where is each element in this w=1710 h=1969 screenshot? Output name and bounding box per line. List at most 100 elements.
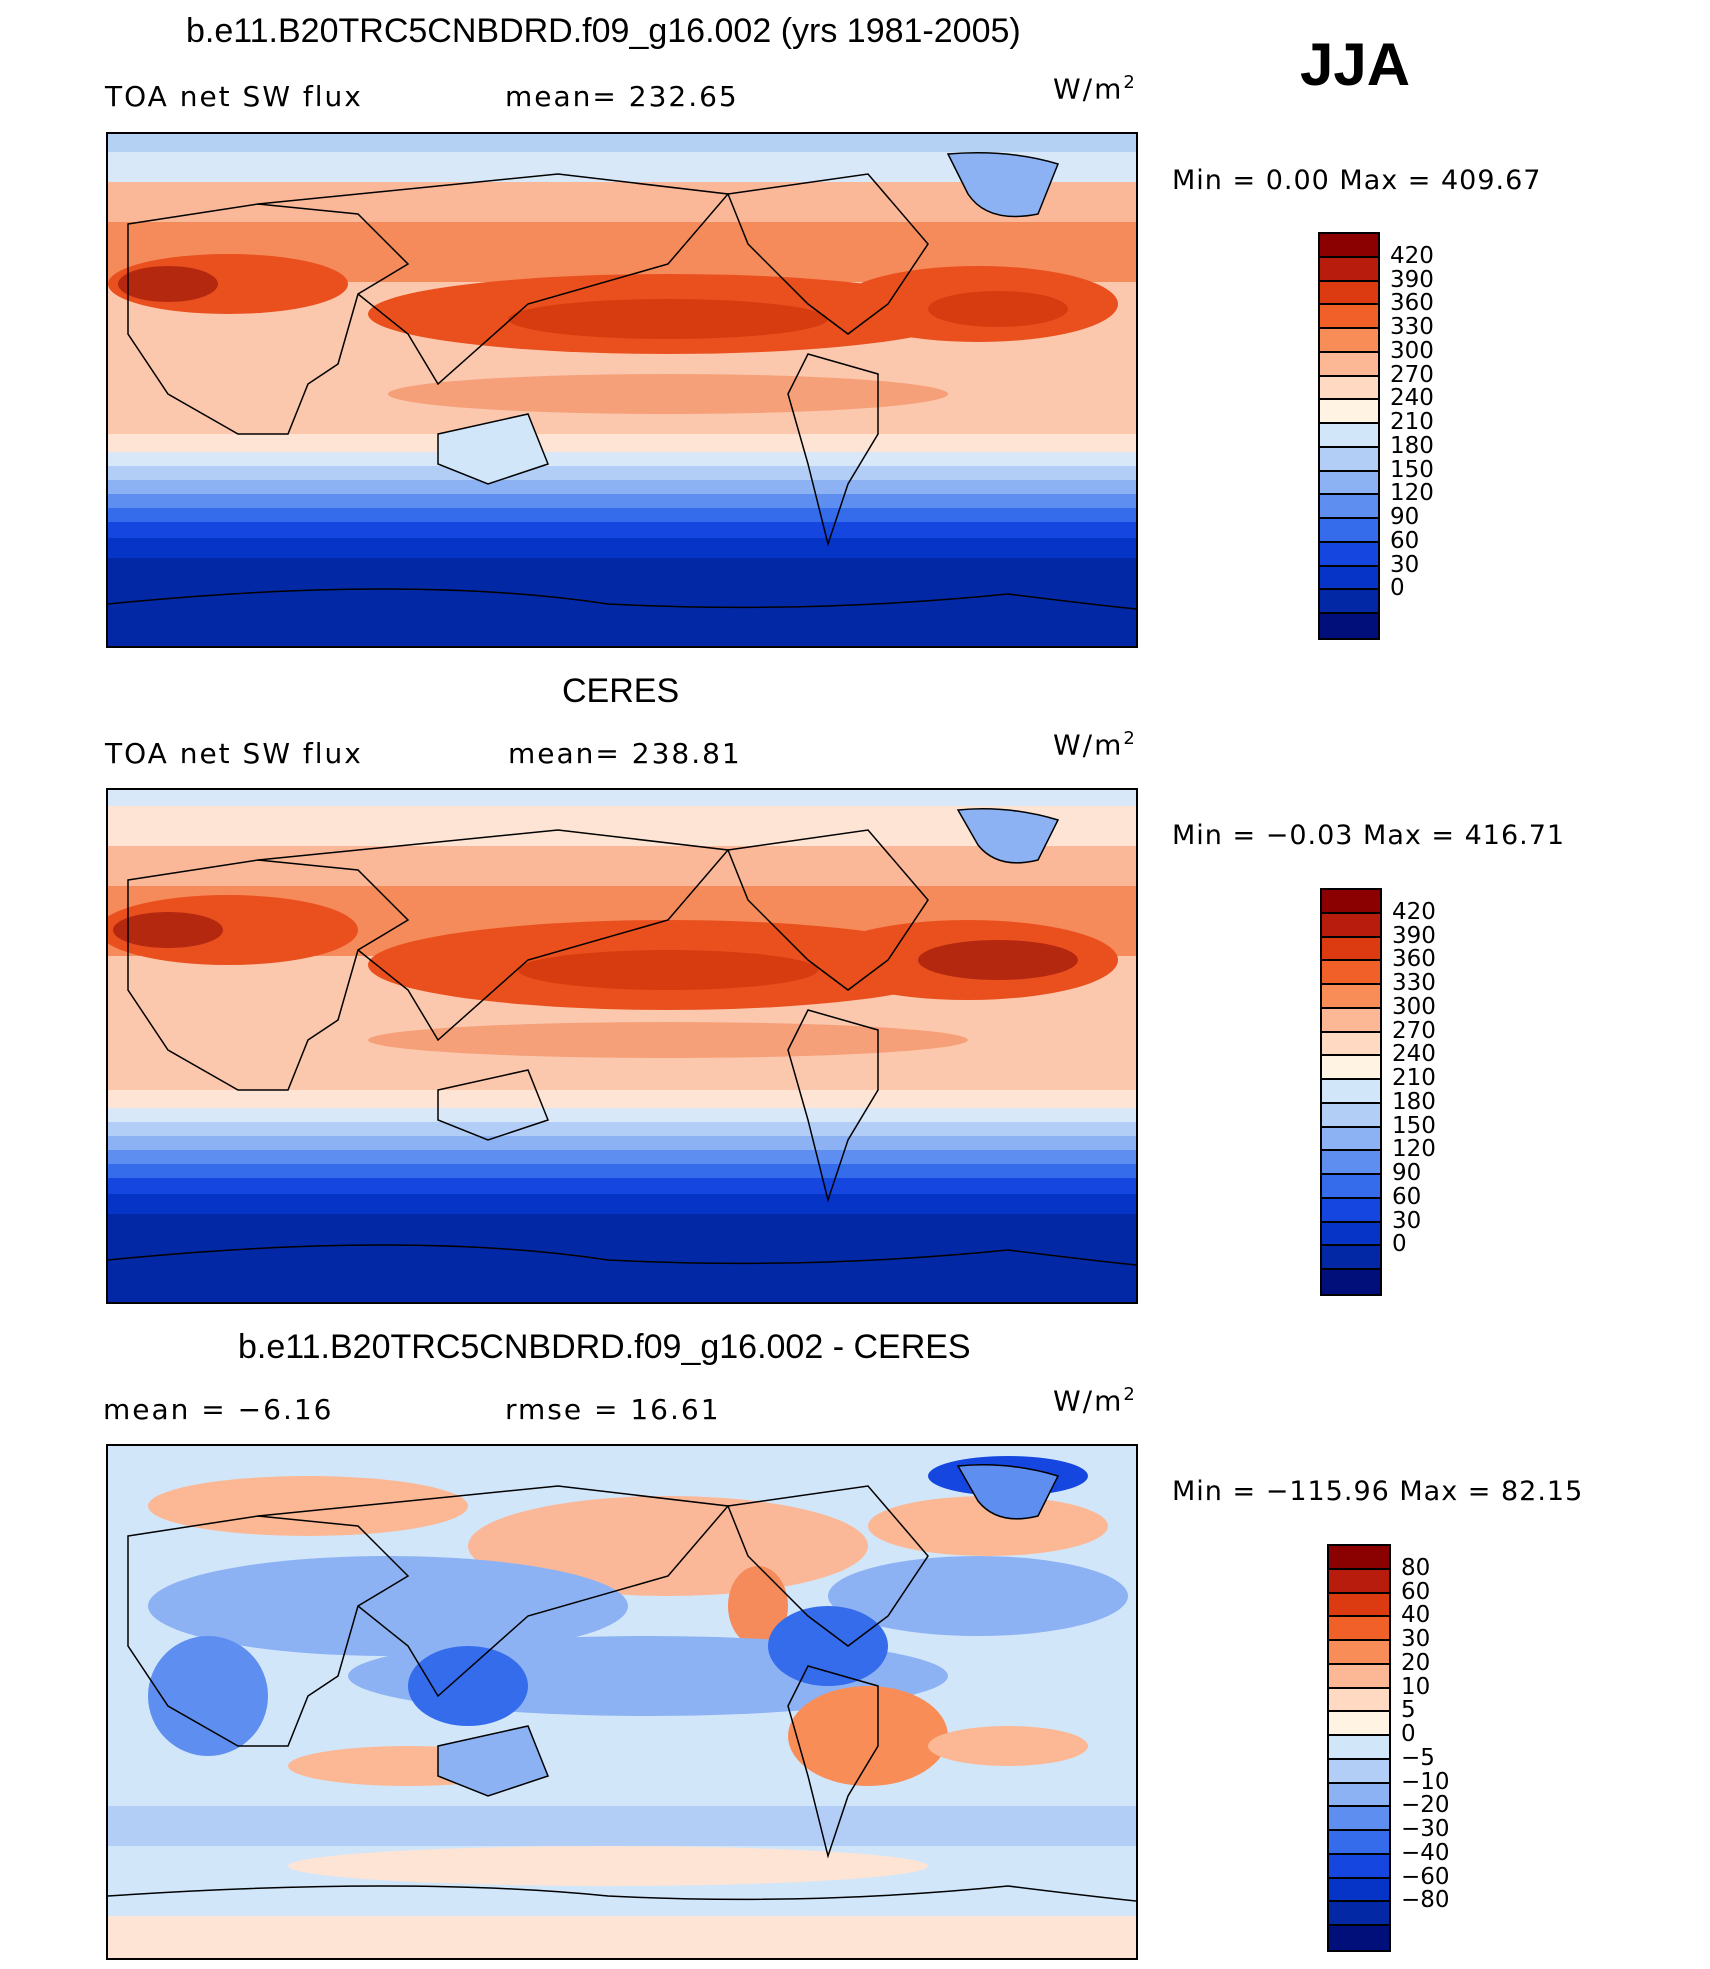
colorbar-swatch xyxy=(1329,1736,1389,1760)
colorbar-swatch xyxy=(1322,1151,1380,1176)
panel-1-unit: W/m2 xyxy=(1053,72,1135,106)
colorbar-swatch xyxy=(1322,1008,1380,1033)
colorbar-swatch xyxy=(1320,257,1378,282)
colorbar-swatch xyxy=(1329,1926,1389,1950)
colorbar-tick-label: 390 xyxy=(1390,266,1434,293)
colorbar-swatch xyxy=(1322,1056,1380,1081)
panel-3-mean-label: mean = −6.16 xyxy=(103,1393,334,1426)
colorbar-tick-label: 390 xyxy=(1392,922,1436,949)
colorbar-tick-label: 420 xyxy=(1390,242,1434,269)
colorbar-swatch xyxy=(1329,1807,1389,1832)
panel-2-map-svg xyxy=(108,790,1136,1302)
panel-2-map xyxy=(106,788,1138,1304)
colorbar-swatch xyxy=(1322,1127,1380,1152)
colorbar-swatch xyxy=(1329,1759,1389,1784)
colorbar-tick-label: 270 xyxy=(1390,361,1434,388)
colorbar-tick-label: 0 xyxy=(1401,1721,1416,1748)
colorbar-tick-label: 150 xyxy=(1390,456,1434,483)
colorbar-tick-label: 90 xyxy=(1392,1160,1422,1187)
panel-2-variable-label: TOA net SW flux xyxy=(105,737,363,770)
season-label: JJA xyxy=(1300,31,1411,98)
panel-3-map xyxy=(106,1444,1138,1960)
colorbar-tick-label: 210 xyxy=(1392,1065,1436,1092)
panel-1-minmax: Min = 0.00 Max = 409.67 xyxy=(1172,165,1542,196)
colorbar-tick-label: 330 xyxy=(1390,314,1434,341)
panel-3-title: b.e11.B20TRC5CNBDRD.f09_g16.002 - CERES xyxy=(238,1328,971,1366)
panel-2-mean-label: mean= 238.81 xyxy=(508,737,742,770)
colorbar-tick-label: 30 xyxy=(1392,1207,1422,1234)
colorbar-swatch xyxy=(1329,1878,1389,1903)
colorbar-tick-label: 300 xyxy=(1392,993,1436,1020)
colorbar-swatch xyxy=(1322,1270,1380,1294)
colorbar-tick-label: 120 xyxy=(1390,480,1434,507)
colorbar-swatch xyxy=(1320,281,1378,306)
colorbar-tick-label: 270 xyxy=(1392,1017,1436,1044)
colorbar-swatch xyxy=(1322,1198,1380,1223)
panel-1-colorbar xyxy=(1318,232,1380,640)
colorbar-swatch xyxy=(1320,329,1378,353)
colorbar-swatch xyxy=(1320,400,1378,425)
colorbar-swatch xyxy=(1320,542,1378,567)
colorbar-tick-label: −30 xyxy=(1401,1816,1450,1843)
colorbar-swatch xyxy=(1322,1175,1380,1199)
colorbar-tick-label: 300 xyxy=(1390,337,1434,364)
colorbar-tick-label: 240 xyxy=(1390,385,1434,412)
colorbar-swatch xyxy=(1322,890,1380,914)
panel-3-map-svg xyxy=(108,1446,1136,1958)
colorbar-swatch xyxy=(1329,1902,1389,1927)
colorbar-swatch xyxy=(1322,1032,1380,1057)
colorbar-tick-label: 330 xyxy=(1392,970,1436,997)
colorbar-swatch xyxy=(1329,1569,1389,1594)
colorbar-tick-label: 360 xyxy=(1392,946,1436,973)
colorbar-swatch xyxy=(1320,614,1378,638)
colorbar-swatch xyxy=(1322,1080,1380,1104)
colorbar-swatch xyxy=(1329,1664,1389,1689)
panel-1-mean-label: mean= 232.65 xyxy=(505,80,739,113)
colorbar-swatch xyxy=(1329,1831,1389,1855)
colorbar-tick-label: −20 xyxy=(1401,1792,1450,1819)
colorbar-swatch xyxy=(1329,1593,1389,1618)
panel-2-colorbar xyxy=(1320,888,1382,1296)
colorbar-tick-label: 40 xyxy=(1401,1602,1431,1629)
colorbar-tick-label: 10 xyxy=(1401,1673,1431,1700)
colorbar-swatch xyxy=(1322,1222,1380,1247)
colorbar-swatch xyxy=(1329,1712,1389,1737)
colorbar-tick-label: 420 xyxy=(1392,898,1436,925)
colorbar-swatch xyxy=(1322,985,1380,1009)
colorbar-swatch xyxy=(1322,937,1380,962)
colorbar-swatch xyxy=(1320,495,1378,520)
colorbar-swatch xyxy=(1320,566,1378,591)
colorbar-tick-label: −80 xyxy=(1401,1887,1450,1914)
panel-2-minmax: Min = −0.03 Max = 416.71 xyxy=(1172,820,1566,851)
colorbar-tick-label: −5 xyxy=(1401,1744,1435,1771)
colorbar-tick-label: 90 xyxy=(1390,504,1420,531)
colorbar-swatch xyxy=(1322,913,1380,938)
colorbar-swatch xyxy=(1329,1546,1389,1570)
colorbar-tick-label: 0 xyxy=(1390,575,1405,602)
colorbar-swatch xyxy=(1320,376,1378,401)
colorbar-swatch xyxy=(1329,1617,1389,1642)
colorbar-tick-label: 180 xyxy=(1392,1088,1436,1115)
colorbar-swatch xyxy=(1322,1103,1380,1128)
colorbar-swatch xyxy=(1322,961,1380,986)
colorbar-swatch xyxy=(1320,590,1378,615)
colorbar-tick-label: 210 xyxy=(1390,409,1434,436)
colorbar-tick-label: 30 xyxy=(1401,1626,1431,1653)
colorbar-tick-label: 80 xyxy=(1401,1554,1431,1581)
colorbar-tick-label: −10 xyxy=(1401,1768,1450,1795)
colorbar-tick-label: 60 xyxy=(1401,1578,1431,1605)
colorbar-tick-label: 20 xyxy=(1401,1649,1431,1676)
colorbar-swatch xyxy=(1322,1246,1380,1271)
colorbar-swatch xyxy=(1329,1783,1389,1808)
colorbar-swatch xyxy=(1329,1854,1389,1879)
panel-1-map-svg xyxy=(108,134,1136,646)
colorbar-tick-label: 30 xyxy=(1390,551,1420,578)
colorbar-swatch xyxy=(1320,447,1378,472)
panel-1-variable-label: TOA net SW flux xyxy=(105,80,363,113)
colorbar-swatch xyxy=(1320,234,1378,258)
colorbar-swatch xyxy=(1320,424,1378,448)
colorbar-tick-label: 120 xyxy=(1392,1136,1436,1163)
panel-3-colorbar xyxy=(1327,1544,1391,1952)
colorbar-swatch xyxy=(1320,471,1378,496)
panel-2-title: CERES xyxy=(562,672,680,710)
